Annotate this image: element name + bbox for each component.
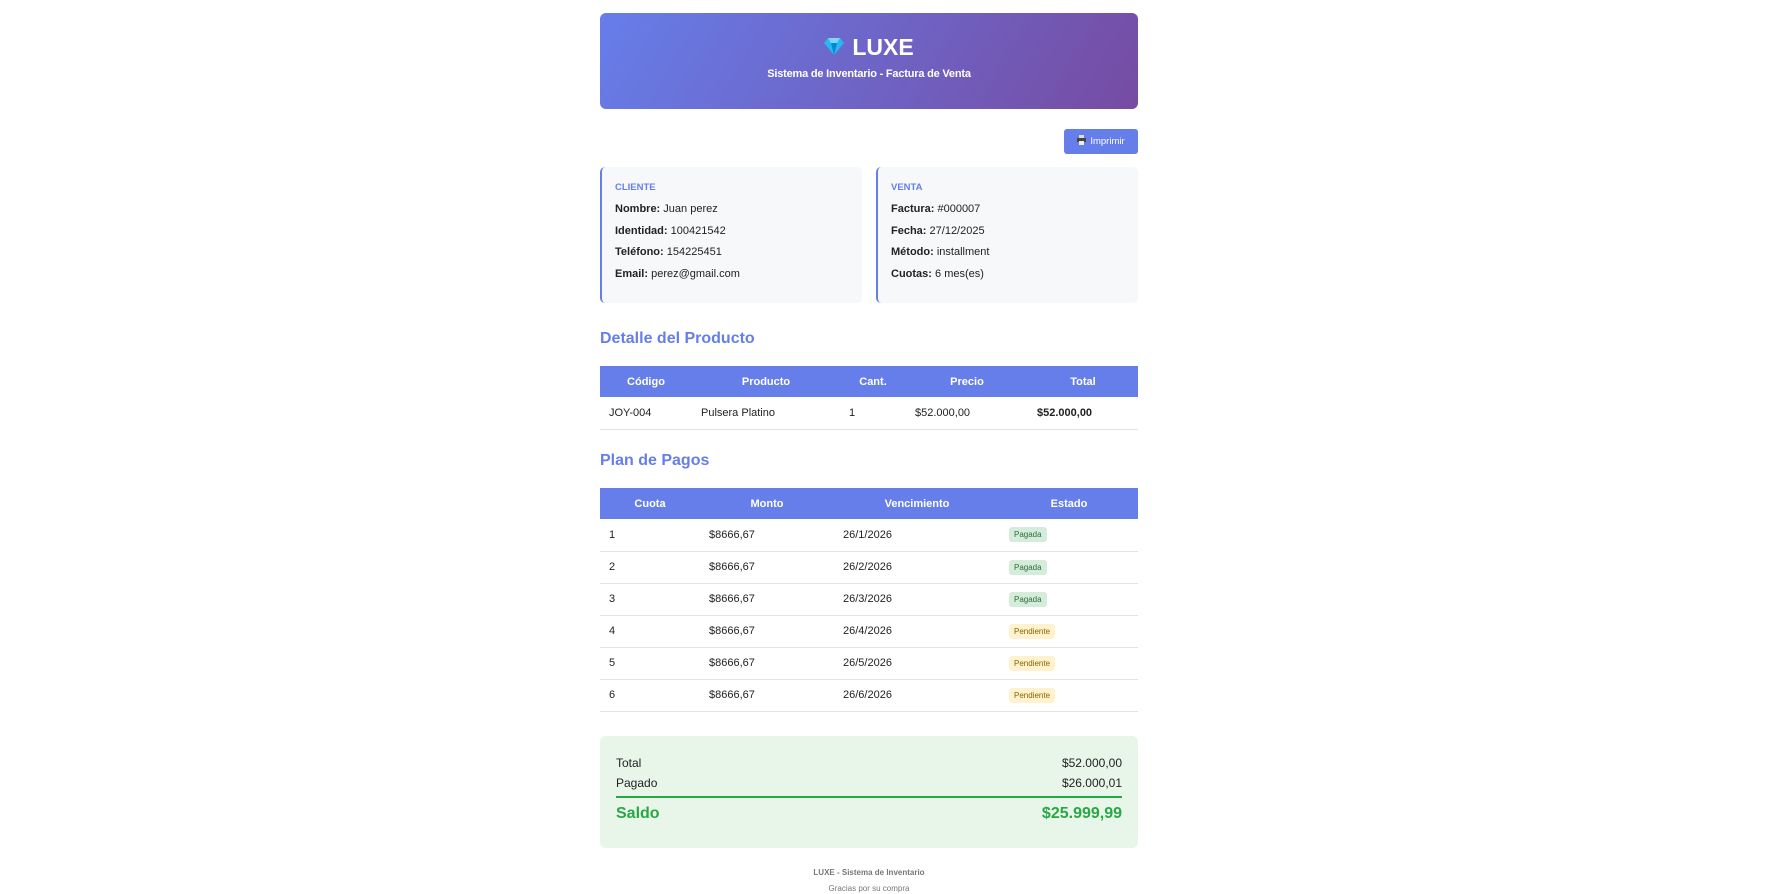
table-row: 1 $8666,67 26/1/2026 Pagada [600,519,1138,552]
client-email: Email: perez@gmail.com [615,267,740,280]
payment-plan-title: Plan de Pagos [600,452,710,469]
status-badge: Pendiente [1009,655,1056,671]
footer-thanks: Gracias por su compra [828,884,910,893]
client-name: Nombre: Juan perez [615,203,718,215]
sale-date: Fecha: 27/12/2025 [891,224,985,237]
status-badge: Pendiente [1009,687,1056,703]
column-header: Cant. [840,366,906,397]
printer-icon [1077,135,1087,148]
column-header: Producto [692,366,840,397]
payment-plan-table: Cuota Monto Vencimiento Estado 1 $8666,67… [600,488,1138,712]
client-id: Identidad: 100421542 [615,224,726,237]
sale-card: VENTA Factura: #000007 Fecha: 27/12/2025… [876,167,1138,303]
print-button[interactable]: Imprimir [1064,129,1138,154]
client-phone: Teléfono: 154225451 [615,246,722,258]
balance-value: $25.999,99 [1041,805,1122,822]
column-header: Monto [700,488,834,519]
client-card-title: CLIENTE [615,182,656,193]
status-badge: Pendiente [1009,623,1056,639]
table-row: JOY-004 Pulsera Platino 1 $52.000,00 $52… [600,397,1138,430]
brand-name: LUXE [852,34,914,60]
sale-card-title: VENTA [891,182,923,193]
invoice-header: LUXE Sistema de Inventario - Factura de … [600,13,1138,109]
header-subtitle: Sistema de Inventario - Factura de Venta [767,68,971,80]
product-table: Código Producto Cant. Precio Total JOY-0… [600,366,1138,430]
column-header: Precio [906,366,1028,397]
table-row: 3 $8666,67 26/3/2026 Pagada [600,583,1138,616]
paid-value: $26.000,01 [1061,776,1122,790]
paid-label: Pagado [616,776,658,790]
gem-icon [824,34,845,61]
client-card: CLIENTE Nombre: Juan perez Identidad: 10… [600,167,862,303]
table-row: 4 $8666,67 26/4/2026 Pendiente [600,615,1138,648]
footer-brand: LUXE - Sistema de Inventario [813,868,925,877]
status-badge: Pagada [1009,527,1047,543]
status-badge: Pagada [1009,591,1047,607]
column-header: Código [600,366,692,397]
product-section-title: Detalle del Producto [600,330,755,347]
summary-box: Total $52.000,00 Pagado $26.000,01 Saldo $2… [600,736,1138,848]
column-header: Estado [1000,488,1138,519]
print-button-label: Imprimir [1090,136,1125,147]
table-row: 2 $8666,67 26/2/2026 Pagada [600,551,1138,584]
column-header: Vencimiento [834,488,1000,519]
table-row: 6 $8666,67 26/6/2026 Pendiente [600,679,1138,712]
balance-label: Saldo [616,805,660,822]
total-label: Total [616,756,642,770]
column-header: Total [1028,366,1138,397]
column-header: Cuota [600,488,700,519]
sale-installments: Cuotas: 6 mes(es) [891,267,984,280]
total-value: $52.000,00 [1061,756,1122,770]
table-row: 5 $8666,67 26/5/2026 Pendiente [600,647,1138,680]
sale-method: Método: installment [891,246,990,258]
divider [616,796,1122,798]
sale-invoice: Factura: #000007 [891,203,981,215]
status-badge: Pagada [1009,559,1047,575]
